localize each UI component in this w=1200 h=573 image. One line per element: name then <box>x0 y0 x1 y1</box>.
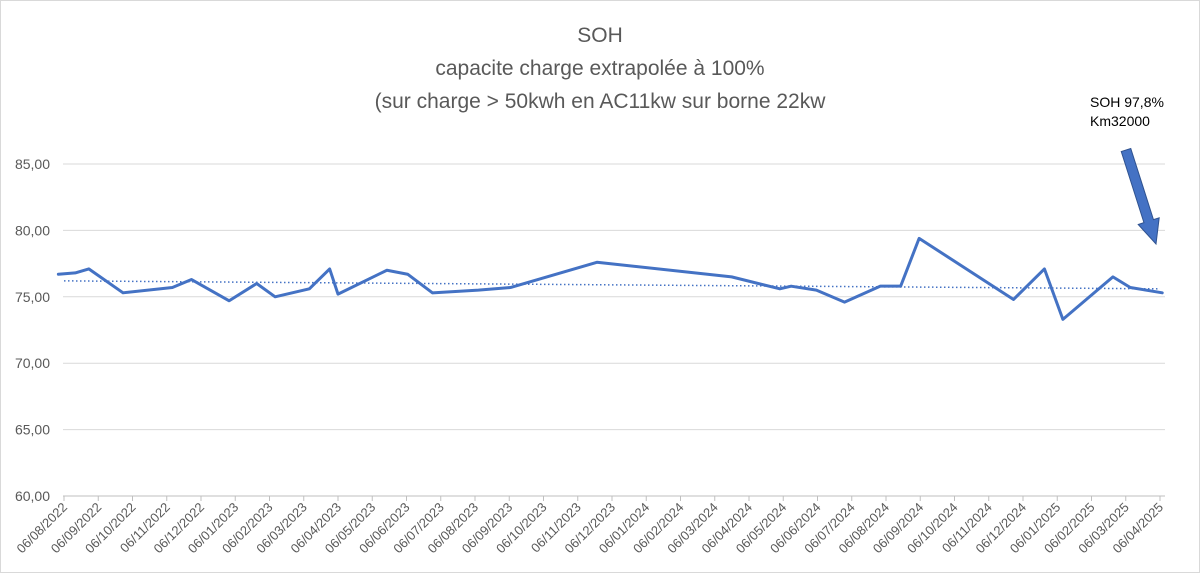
annotation-arrow <box>1120 147 1160 246</box>
y-tick-label: 70,00 <box>15 355 50 371</box>
trendline <box>63 280 1161 290</box>
y-tick-label: 80,00 <box>15 222 50 238</box>
annotation-line-1: SOH 97,8% <box>1090 94 1164 110</box>
soh-annotation: SOH 97,8% Km32000 <box>1090 93 1164 131</box>
chart-title-line-1: SOH <box>577 24 623 47</box>
y-tick-label: 75,00 <box>15 289 50 305</box>
annotation-line-2: Km32000 <box>1090 113 1150 129</box>
y-tick-label: 85,00 <box>15 156 50 172</box>
y-tick-label: 65,00 <box>15 422 50 438</box>
chart-title-line-2: capacite charge extrapolée à 100% <box>435 57 765 80</box>
chart-title-line-3: (sur charge > 50kwh en AC11kw sur borne … <box>374 90 826 113</box>
soh-series-line <box>56 236 1164 321</box>
y-tick-label: 60,00 <box>15 488 50 504</box>
